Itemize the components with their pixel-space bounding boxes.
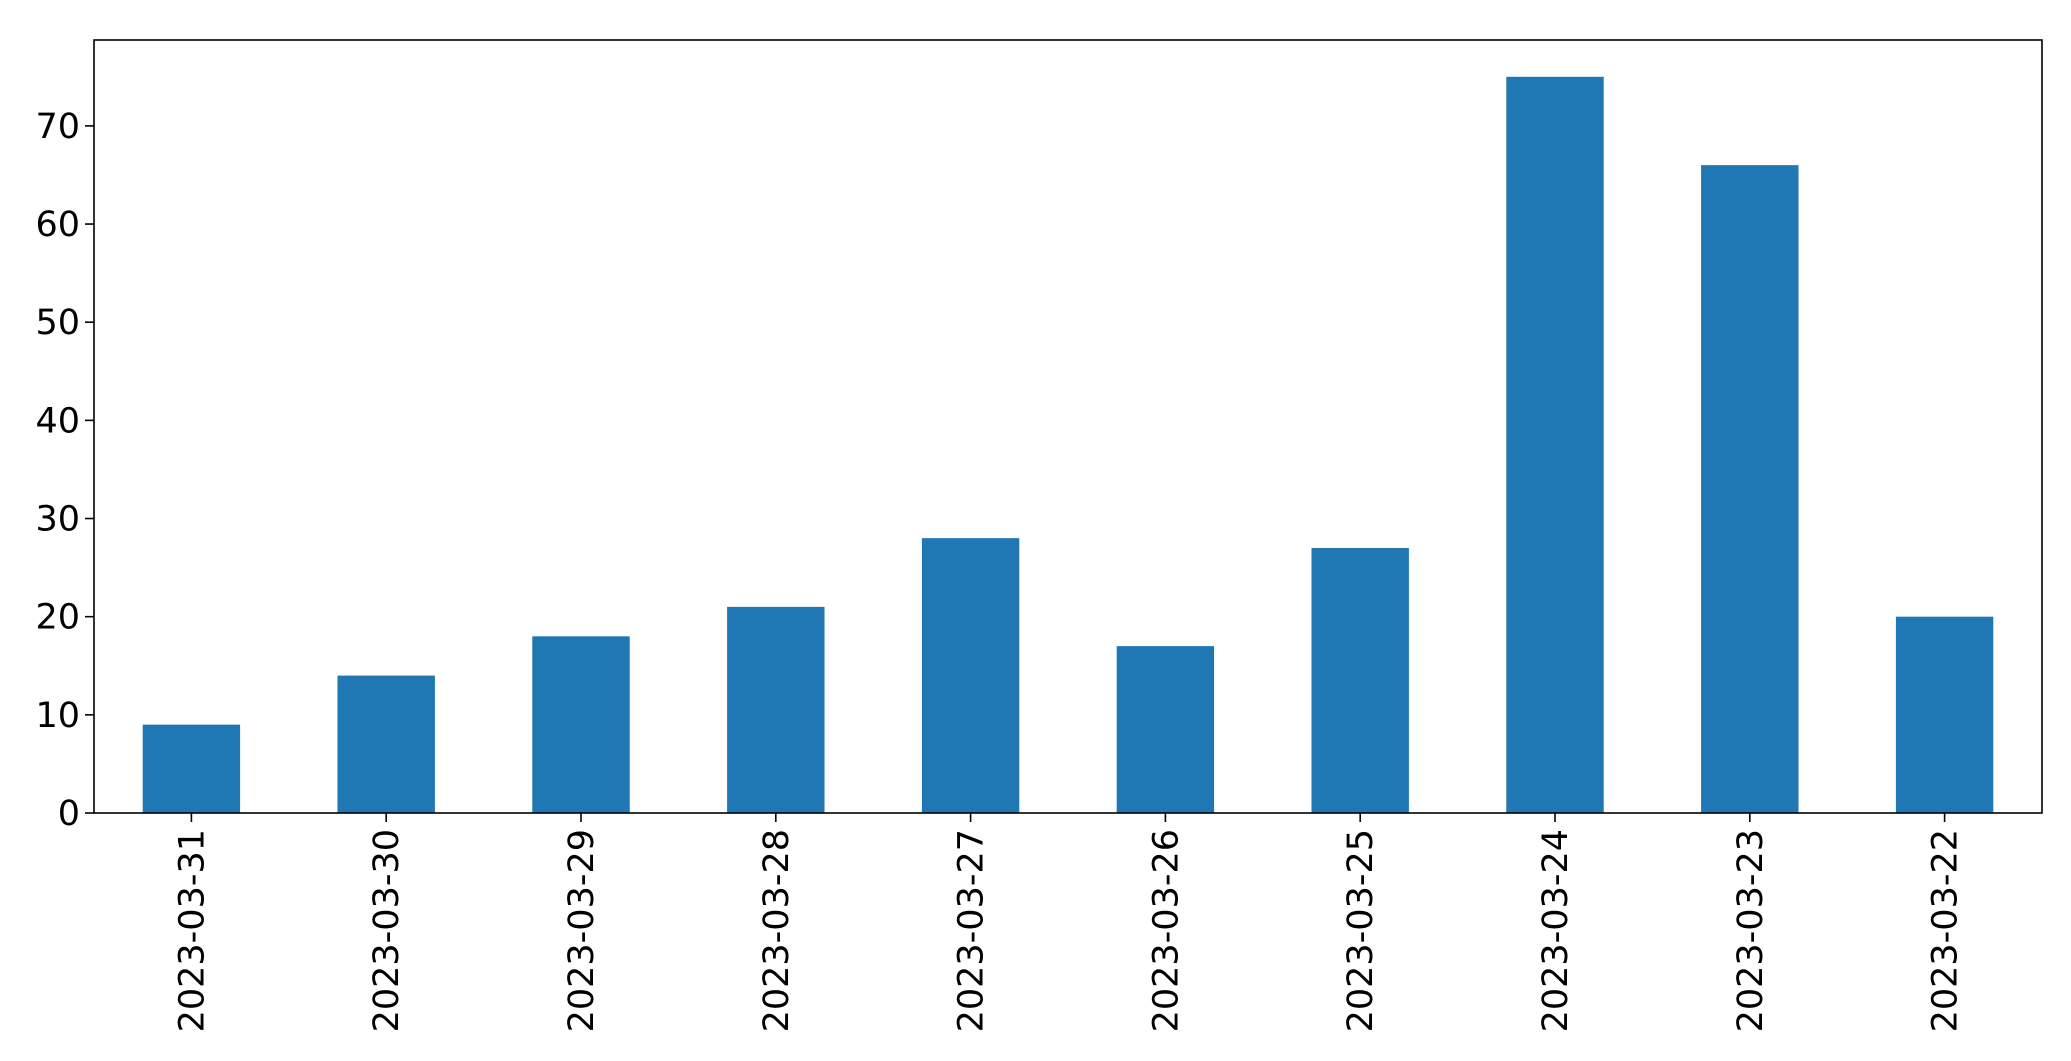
x-tick-label-2023-03-24: 2023-03-24 — [1536, 829, 1576, 1032]
x-tick-label-2023-03-27: 2023-03-27 — [952, 829, 992, 1032]
y-tick-label-60: 60 — [35, 205, 80, 245]
bar-2023-03-25 — [1311, 547, 1409, 813]
x-tick-label-2023-03-25: 2023-03-25 — [1341, 829, 1381, 1032]
bar-2023-03-23 — [1701, 165, 1799, 814]
x-tick-label-2023-03-29: 2023-03-29 — [562, 829, 602, 1032]
bar-2023-03-27 — [921, 538, 1020, 813]
y-tick-label-70: 70 — [35, 107, 80, 147]
y-tick-label-30: 30 — [35, 500, 80, 540]
bars-layer — [142, 76, 1994, 814]
y-tick-label-20: 20 — [35, 598, 80, 638]
ticks-layer: 2023-03-31 2023-03-30 2023-03-29 2023-03-28… — [35, 107, 1965, 1033]
bar-2023-03-26 — [1116, 646, 1215, 813]
x-tick-label-2023-03-31: 2023-03-31 — [172, 829, 212, 1032]
x-tick-label-2023-03-23: 2023-03-23 — [1731, 829, 1771, 1032]
bar-2023-03-29 — [532, 636, 630, 813]
bar-2023-03-22 — [1895, 616, 1994, 813]
bar-2023-03-30 — [337, 675, 435, 813]
y-tick-label-0: 0 — [58, 794, 80, 834]
bar-2023-03-31 — [142, 724, 241, 813]
x-tick-label-2023-03-28: 2023-03-28 — [757, 829, 797, 1032]
x-tick-label-2023-03-22: 2023-03-22 — [1926, 829, 1966, 1032]
bar-2023-03-28 — [727, 606, 825, 813]
x-tick-label-2023-03-26: 2023-03-26 — [1146, 829, 1186, 1032]
y-tick-label-40: 40 — [35, 401, 80, 441]
plot-frame — [93, 39, 2043, 814]
y-tick-label-10: 10 — [35, 696, 80, 736]
y-tick-label-50: 50 — [35, 303, 80, 343]
x-tick-label-2023-03-30: 2023-03-30 — [367, 829, 407, 1032]
bar-2023-03-24 — [1506, 76, 1604, 814]
